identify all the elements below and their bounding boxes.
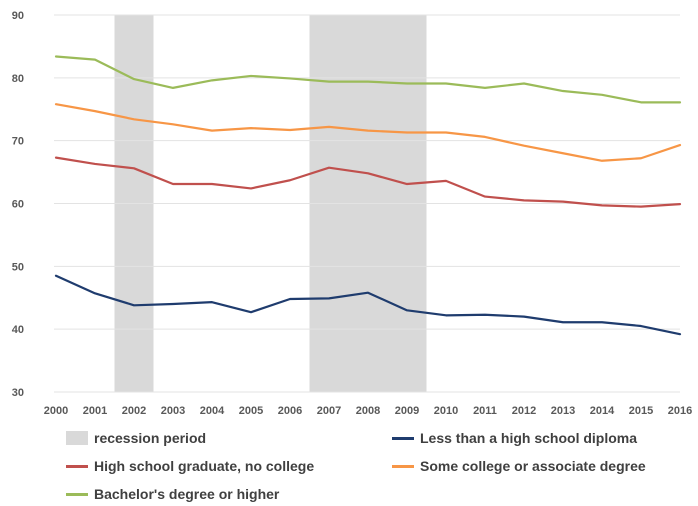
legend-swatch-series-0	[392, 436, 414, 440]
x-tick-label: 2002	[122, 405, 146, 417]
series-line-0	[54, 274, 682, 336]
x-tick-label: 2012	[512, 405, 536, 417]
legend-label-series-1: High school graduate, no college	[94, 458, 315, 474]
y-tick-label: 40	[12, 324, 24, 336]
legend-label-series-0: Less than a high school diploma	[420, 430, 638, 446]
legend-label-series-3: Bachelor's degree or higher	[94, 486, 280, 502]
x-tick-label: 2004	[200, 405, 225, 417]
legend-swatch-series-1	[66, 464, 88, 468]
x-tick-label: 2013	[551, 405, 575, 417]
y-tick-label: 60	[12, 199, 24, 211]
legend-item-series-0: Less than a high school diploma	[392, 430, 637, 446]
y-tick-label: 70	[12, 136, 24, 148]
x-tick-label: 2016	[668, 405, 692, 417]
legend-item-series-1: High school graduate, no college	[66, 458, 314, 474]
series-line-2	[54, 103, 682, 162]
y-tick-label: 50	[12, 261, 24, 273]
x-tick-label: 2009	[395, 405, 419, 417]
legend-swatch-recession	[66, 431, 88, 445]
legend: recession period Less than a high school…	[0, 418, 698, 506]
x-tick-label: 2011	[473, 405, 497, 417]
x-tick-label: 2015	[629, 405, 653, 417]
legend-label-series-2: Some college or associate degree	[420, 458, 646, 474]
x-tick-label: 2005	[239, 405, 263, 417]
x-tick-label: 2008	[356, 405, 380, 417]
x-tick-label: 2003	[161, 405, 185, 417]
legend-swatch-series-2	[392, 464, 414, 468]
x-tick-label: 2000	[44, 405, 68, 417]
legend-item-series-2: Some college or associate degree	[392, 458, 646, 474]
y-tick-label: 80	[12, 73, 24, 85]
y-axis-ticks: 30 40 50 60 70 80 90	[12, 10, 24, 399]
x-tick-label: 2001	[83, 405, 107, 417]
series-line-1	[54, 156, 682, 208]
series-line-3	[54, 55, 682, 104]
series-lines	[54, 55, 682, 336]
y-tick-label: 30	[12, 387, 24, 399]
x-tick-label: 2010	[434, 405, 458, 417]
legend-item-recession: recession period	[66, 430, 206, 446]
x-tick-label: 2006	[278, 405, 302, 417]
y-tick-label: 90	[12, 10, 24, 22]
legend-swatch-series-3	[66, 492, 88, 496]
legend-label-recession: recession period	[94, 430, 207, 446]
x-axis-ticks: 2000 2001 2002 2003 2004 2005 2006 2007 2008 2009…	[44, 405, 692, 417]
x-tick-label: 2007	[317, 405, 341, 417]
x-tick-label: 2014	[590, 405, 615, 417]
legend-item-series-3: Bachelor's degree or higher	[66, 486, 279, 502]
